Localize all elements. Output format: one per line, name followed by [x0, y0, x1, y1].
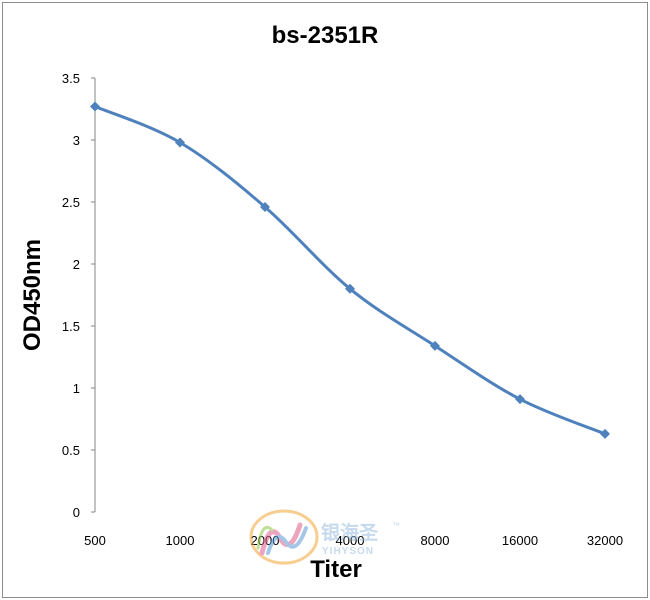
y-tick-label: 0.5 [62, 443, 80, 458]
y-tick-label: 2.5 [62, 195, 80, 210]
chart-title: bs-2351R [272, 22, 379, 49]
y-tick-label: 2 [73, 257, 80, 272]
y-tick-label: 1.5 [62, 319, 80, 334]
data-point-marker [515, 394, 525, 405]
x-tick-label: 16000 [502, 533, 538, 548]
x-tick-label: 500 [84, 533, 106, 548]
watermark-en: YIHYSON [322, 546, 374, 557]
x-tick-label: 1000 [166, 533, 195, 548]
data-point-marker [90, 101, 100, 112]
y-ticks: 0 0.5 1 1.5 2 2.5 3 3.5 [62, 71, 95, 520]
y-tick-label: 3.5 [62, 71, 80, 86]
logo-mark-icon [249, 509, 319, 565]
x-tick-label: 4000 [336, 533, 365, 548]
data-point-marker [600, 428, 610, 439]
watermark-logo: 银海圣 ™ YIHYSON [249, 509, 400, 565]
x-tick-label: 32000 [587, 533, 623, 548]
x-tick-label: 8000 [421, 533, 450, 548]
watermark-tm: ™ [392, 521, 400, 530]
y-tick-label: 3 [73, 133, 80, 148]
data-point-marker [260, 201, 270, 212]
y-tick-label: 1 [73, 381, 80, 396]
x-axis-title: Titer [310, 556, 362, 583]
y-tick-label: 0 [73, 505, 80, 520]
data-point-marker [345, 283, 355, 294]
watermark-cn: 银海圣 [321, 521, 379, 544]
series [90, 101, 610, 439]
series-line [94, 105, 606, 436]
y-axis-title: OD450nm [19, 239, 46, 351]
data-point-marker [430, 340, 440, 351]
data-point-marker [175, 137, 185, 148]
